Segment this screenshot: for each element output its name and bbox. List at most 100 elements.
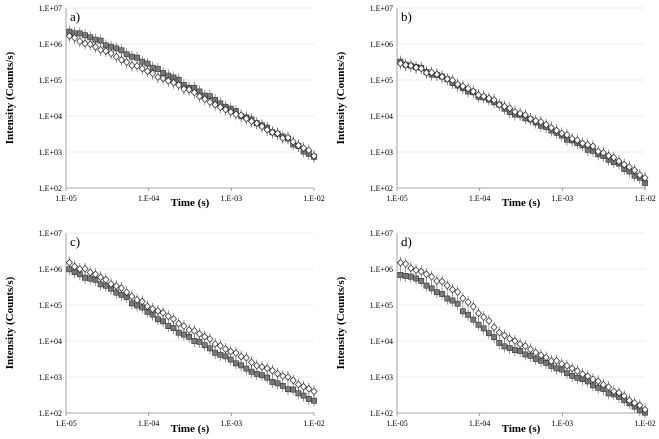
data-point-square xyxy=(269,379,276,385)
data-point-diamond xyxy=(521,111,529,119)
data-point-diamond xyxy=(211,100,219,109)
data-point-diamond xyxy=(464,84,472,93)
data-point-square xyxy=(454,300,461,307)
data-point-diamond xyxy=(263,364,271,373)
data-point-diamond xyxy=(253,361,261,370)
data-point-diamond xyxy=(407,61,415,70)
data-point-diamond xyxy=(428,272,436,281)
y-tick-label: 1.E+06 xyxy=(39,265,62,274)
y-tick-label: 1.E+03 xyxy=(39,148,62,157)
data-point-diamond xyxy=(149,69,157,78)
data-point-diamond xyxy=(407,264,415,273)
data-point-diamond xyxy=(138,297,146,306)
data-point-square xyxy=(233,360,239,367)
data-point-diamond xyxy=(175,81,183,90)
data-point-diamond xyxy=(65,258,73,267)
x-tick-label: 1.E-05 xyxy=(386,194,408,203)
data-point-diamond xyxy=(91,270,99,279)
x-axis-label: Time (s) xyxy=(171,197,210,209)
data-point-diamond xyxy=(584,140,592,149)
series-series-1 xyxy=(66,25,317,163)
data-point-diamond xyxy=(631,399,639,407)
data-point-diamond xyxy=(438,72,446,81)
data-point-diamond xyxy=(112,282,120,290)
data-point-diamond xyxy=(558,360,566,368)
data-point-diamond xyxy=(86,268,94,277)
data-point-diamond xyxy=(81,264,89,273)
data-point-diamond xyxy=(138,64,146,73)
data-point-diamond xyxy=(86,40,94,49)
data-point-square xyxy=(470,316,477,323)
data-point-diamond xyxy=(553,126,561,135)
series-series-2 xyxy=(396,57,649,184)
data-point-diamond xyxy=(589,142,597,151)
data-point-square xyxy=(418,278,425,284)
data-point-square xyxy=(465,311,471,318)
data-point-diamond xyxy=(547,357,555,365)
data-point-diamond xyxy=(300,382,308,391)
data-point-square xyxy=(217,351,224,358)
data-point-square xyxy=(311,397,317,404)
data-point-square xyxy=(300,392,307,399)
data-point-diamond xyxy=(589,375,597,384)
data-point-diamond xyxy=(443,75,451,84)
data-point-square xyxy=(485,330,492,337)
data-point-diamond xyxy=(620,160,628,169)
x-axis-label: Time (s) xyxy=(502,423,541,435)
y-tick-label: 1.E+04 xyxy=(39,337,62,346)
data-point-diamond xyxy=(185,326,193,334)
series-series-1 xyxy=(66,263,317,407)
data-point-diamond xyxy=(615,388,623,397)
data-point-diamond xyxy=(558,129,566,138)
data-point-diamond xyxy=(553,356,561,365)
data-point-square xyxy=(97,37,104,44)
data-point-diamond xyxy=(268,128,276,137)
data-point-square xyxy=(238,362,245,369)
data-point-diamond xyxy=(573,136,581,145)
data-point-diamond xyxy=(511,337,519,345)
data-point-diamond xyxy=(268,366,276,375)
data-point-diamond xyxy=(133,61,141,70)
data-point-diamond xyxy=(480,92,488,101)
y-tick-label: 1.E+03 xyxy=(370,148,393,157)
data-point-square xyxy=(76,30,83,37)
data-point-square xyxy=(118,47,125,54)
data-point-diamond xyxy=(459,294,467,303)
data-point-square xyxy=(264,374,271,381)
data-point-square xyxy=(295,390,302,397)
data-point-diamond xyxy=(149,305,157,313)
data-point-diamond xyxy=(625,163,633,171)
data-point-diamond xyxy=(459,82,467,91)
y-tick-label: 1.E+02 xyxy=(39,184,62,193)
x-tick-label: 1.E-04 xyxy=(469,194,491,203)
data-point-square xyxy=(475,321,482,328)
data-point-diamond xyxy=(107,280,115,288)
data-point-diamond xyxy=(196,329,203,338)
y-axis-label: Intensity (Counts/s) xyxy=(335,51,347,144)
x-tick-label: 1.E-05 xyxy=(55,419,77,428)
data-point-diamond xyxy=(170,315,177,323)
data-point-square xyxy=(459,308,466,315)
data-point-diamond xyxy=(501,102,508,111)
data-point-diamond xyxy=(284,133,292,142)
data-point-diamond xyxy=(159,308,167,317)
data-point-diamond xyxy=(237,352,245,361)
data-point-diamond xyxy=(289,376,297,385)
y-tick-label: 1.E+06 xyxy=(39,40,62,49)
data-point-diamond xyxy=(610,153,618,162)
data-point-diamond xyxy=(284,373,292,381)
data-point-diamond xyxy=(485,94,493,103)
data-point-square xyxy=(413,275,419,282)
y-tick-label: 1.E+06 xyxy=(370,40,393,49)
data-point-diamond xyxy=(222,345,230,353)
data-point-square xyxy=(305,396,312,402)
data-point-diamond xyxy=(227,108,235,116)
data-point-diamond xyxy=(480,313,488,322)
data-point-diamond xyxy=(454,80,462,89)
data-point-square xyxy=(253,370,260,377)
data-point-diamond xyxy=(433,70,441,79)
y-tick-label: 1.E+07 xyxy=(39,4,62,13)
data-point-diamond xyxy=(527,345,534,354)
data-point-diamond xyxy=(242,353,250,362)
x-tick-label: 1.E-05 xyxy=(55,194,77,203)
